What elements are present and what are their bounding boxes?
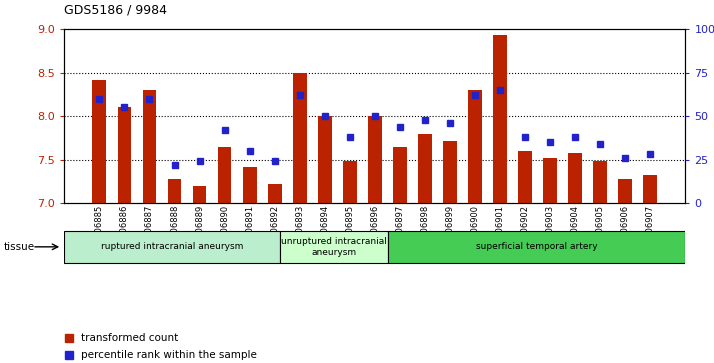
Bar — [468, 90, 482, 203]
Bar — [118, 107, 131, 203]
Bar — [318, 116, 331, 203]
Bar — [543, 158, 557, 203]
Bar — [243, 167, 256, 203]
FancyBboxPatch shape — [64, 231, 281, 263]
Bar — [368, 116, 382, 203]
Bar — [293, 73, 306, 203]
Text: superficial temporal artery: superficial temporal artery — [476, 242, 598, 251]
Bar — [643, 175, 657, 203]
Bar — [218, 147, 231, 203]
Bar — [193, 186, 206, 203]
FancyBboxPatch shape — [281, 231, 388, 263]
Bar — [343, 162, 357, 203]
Bar — [568, 153, 582, 203]
Bar — [593, 162, 607, 203]
Bar — [168, 179, 181, 203]
Text: unruptured intracranial
aneurysm: unruptured intracranial aneurysm — [281, 237, 387, 257]
Bar — [393, 147, 407, 203]
Bar — [443, 140, 457, 203]
Text: percentile rank within the sample: percentile rank within the sample — [81, 350, 257, 360]
Bar — [268, 184, 281, 203]
Bar — [93, 79, 106, 203]
Bar — [418, 134, 432, 203]
Bar — [143, 90, 156, 203]
Bar — [493, 35, 507, 203]
Text: tissue: tissue — [4, 242, 35, 252]
Bar — [518, 151, 532, 203]
Bar — [618, 179, 632, 203]
FancyBboxPatch shape — [388, 231, 685, 263]
Text: ruptured intracranial aneurysm: ruptured intracranial aneurysm — [101, 242, 243, 251]
Text: GDS5186 / 9984: GDS5186 / 9984 — [64, 4, 167, 17]
Text: transformed count: transformed count — [81, 334, 178, 343]
